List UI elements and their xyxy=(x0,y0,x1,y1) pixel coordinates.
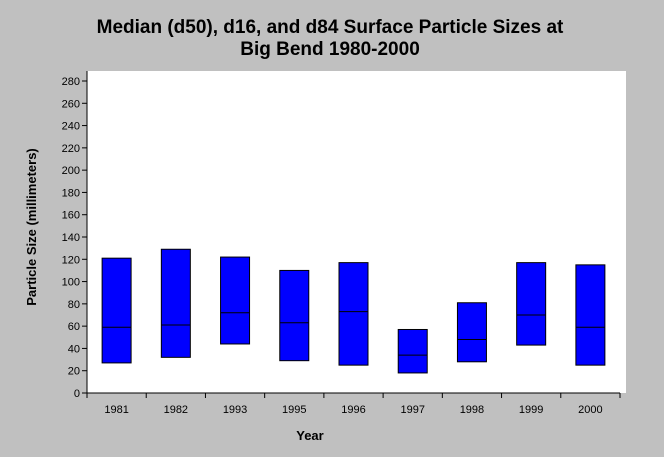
y-tick-label: 120 xyxy=(62,254,80,266)
range-bar-1993 xyxy=(220,256,251,345)
chart-title-line-1: Median (d50), d16, and d84 Surface Parti… xyxy=(97,17,564,38)
range-bar-2000 xyxy=(575,264,606,366)
x-tick-label: 1996 xyxy=(341,404,365,416)
y-tick-label: 20 xyxy=(68,366,80,378)
range-bar-1999 xyxy=(516,262,547,346)
y-tick-label: 220 xyxy=(62,143,80,155)
y-tick-label: 280 xyxy=(62,76,80,88)
x-axis-title: Year xyxy=(296,428,323,443)
y-axis: 0 20 40 60 80 100 120 140 160 180 200 220 240 260 280 xyxy=(62,76,87,400)
y-tick-label: 0 xyxy=(74,388,80,400)
y-tick-label: 140 xyxy=(62,232,80,244)
y-tick-label: 240 xyxy=(62,121,80,133)
range-bar-1982 xyxy=(160,248,191,358)
y-tick-label: 100 xyxy=(62,277,80,289)
y-tick-label: 160 xyxy=(62,210,80,222)
x-tick-label: 1982 xyxy=(164,404,188,416)
y-tick-label: 200 xyxy=(62,165,80,177)
x-tick-label: 1997 xyxy=(400,404,424,416)
chart-title-line-2: Big Bend 1980-2000 xyxy=(240,39,420,60)
y-tick-label: 180 xyxy=(62,187,80,199)
y-tick-label: 40 xyxy=(68,343,80,355)
x-tick-label: 1999 xyxy=(519,404,543,416)
range-bar-1996 xyxy=(338,262,369,366)
x-tick-label: 1998 xyxy=(460,404,484,416)
x-axis: 1981 1982 1993 1995 1996 1997 1998 1999 2000 xyxy=(86,393,621,416)
range-bar-1997 xyxy=(397,328,428,374)
bar-series xyxy=(101,248,606,374)
x-tick-label: 2000 xyxy=(578,404,602,416)
x-tick-label: 1981 xyxy=(104,404,128,416)
y-tick-label: 60 xyxy=(68,321,80,333)
range-bar-1995 xyxy=(279,269,310,362)
y-tick-label: 80 xyxy=(68,299,80,311)
y-axis-title: Particle Size (millimeters) xyxy=(24,148,39,306)
y-tick-label: 260 xyxy=(62,98,80,110)
range-bar-1981 xyxy=(101,257,132,364)
x-tick-label: 1993 xyxy=(223,404,247,416)
range-bar-1998 xyxy=(456,302,487,363)
x-tick-label: 1995 xyxy=(282,404,306,416)
